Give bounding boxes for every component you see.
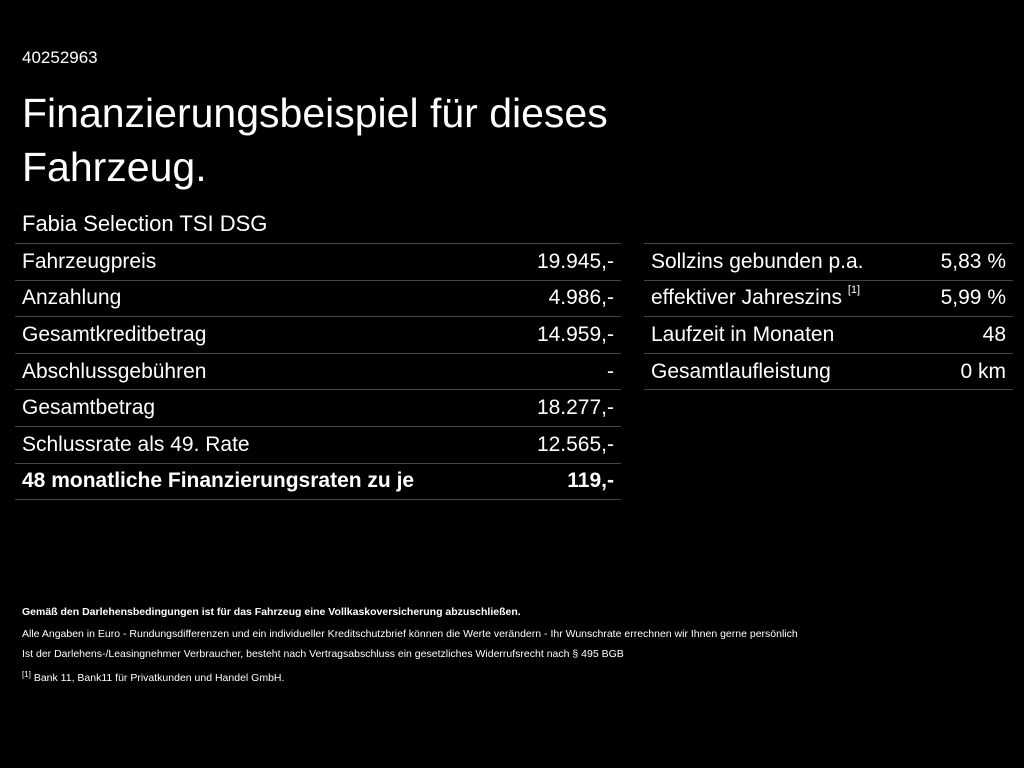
table-row: 48 monatliche Finanzierungsraten zu je 11… [15,464,621,501]
footnote-ref: [1] [847,284,861,297]
row-label-text: Laufzeit in Monaten [651,322,835,346]
disclaimer: Alle Angaben in Euro - Rundungsdifferenz… [22,628,798,640]
title: Finanzierungsbeispiel für dieses Fahrzeu… [22,86,608,194]
row-value: 119,- [567,469,614,493]
row-value: 48 [982,322,1006,346]
footnote-mark: [1] [22,670,31,679]
row-value: 4.986,- [548,286,614,310]
row-label: Laufzeit in Monaten [651,323,834,347]
row-label: 48 monatliche Finanzierungsraten zu je [22,469,415,493]
offer-id: 40252963 [22,48,98,67]
row-label-text: Sollzins gebunden p.a. [651,249,864,273]
row-value: 5,83 % [940,249,1006,273]
table-row: Fahrzeugpreis 19.945,- [15,244,621,281]
row-value: - [607,359,614,383]
table-row: Anzahlung 4.986,- [15,281,621,318]
rate-table: Sollzins gebunden p.a. 5,83 % effektiver J… [644,243,1013,391]
row-value: 5,99 % [940,286,1006,310]
row-label: Gesamtkreditbetrag [22,322,207,346]
row-label: Abschlussgebühren [22,359,207,383]
row-label-text: Gesamtlaufleistung [651,359,831,383]
table-row: Laufzeit in Monaten 48 [644,317,1013,354]
row-label: Gesamtlaufleistung [651,360,831,384]
model: Fabia Selection TSI DSG [22,211,268,236]
row-value: 12.565,- [536,432,614,456]
row-label: Sollzins gebunden p.a. [651,250,864,274]
finance-table: Fahrzeugpreis 19.945,- Anzahlung 4.986,- Ges… [15,243,621,501]
table-row: Sollzins gebunden p.a. 5,83 % [644,244,1013,281]
table-row: Gesamtlaufleistung 0 km [644,354,1013,391]
row-label: Gesamtbetrag [22,396,156,420]
table-row: Schlussrate als 49. Rate 12.565,- [15,427,621,464]
table-row: Gesamtbetrag 18.277,- [15,390,621,427]
row-label-text: effektiver Jahreszins [651,286,843,310]
row-label: Anzahlung [22,286,122,310]
row-value: 14.959,- [536,322,614,346]
table-row: Gesamtkreditbetrag 14.959,- [15,317,621,354]
title-line: Fahrzeug. [22,144,207,190]
disclaimer: Ist der Darlehens-/Leasingnehmer Verbrau… [22,648,624,660]
row-value: 0 km [960,359,1006,383]
table-row: Abschlussgebühren - [15,354,621,391]
row-value: 18.277,- [536,396,614,420]
row-label: effektiver Jahreszins [1] [651,284,861,310]
footnote-text: Bank 11, Bank11 für Privatkunden und Han… [33,672,285,684]
table-row: effektiver Jahreszins [1] 5,99 % [644,281,1013,318]
row-label: Schlussrate als 49. Rate [22,432,250,456]
insurance-note: Gemäß den Darlehensbedingungen ist für d… [22,606,521,618]
row-value: 19.945,- [536,249,614,273]
footnote: [1] Bank 11, Bank11 für Privatkunden und… [22,670,285,684]
title-line: Finanzierungsbeispiel für dieses [22,90,608,136]
row-label: Fahrzeugpreis [22,249,157,273]
